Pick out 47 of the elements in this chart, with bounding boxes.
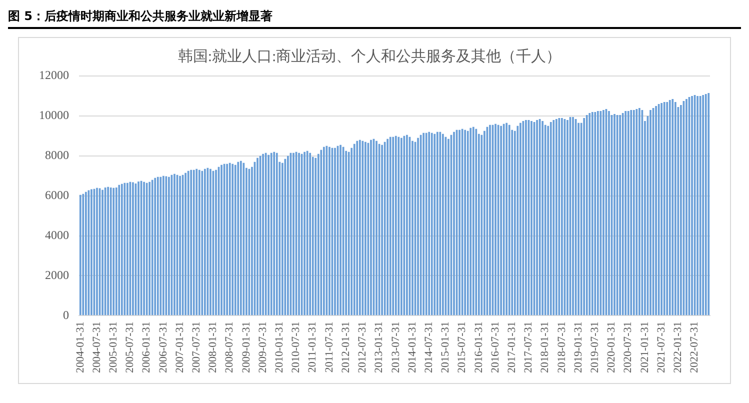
x-tick-label: 2010-01-31 bbox=[274, 322, 286, 373]
x-tick-label: 2009-07-31 bbox=[256, 322, 269, 373]
x-tick-label: 2016-01-31 bbox=[472, 322, 485, 373]
y-tick-label: 4000 bbox=[45, 228, 69, 242]
x-tick-label: 2010-07-31 bbox=[290, 322, 302, 373]
y-tick-label: 10000 bbox=[39, 108, 69, 122]
x-tick-label: 2004-07-31 bbox=[90, 322, 103, 373]
x-tick-label: 2020-01-31 bbox=[606, 322, 618, 373]
x-tick-label: 2017-07-31 bbox=[522, 322, 535, 373]
x-tick-label: 2019-01-31 bbox=[572, 322, 584, 373]
x-tick-label: 2019-07-31 bbox=[589, 322, 602, 373]
x-tick-label: 2012-07-31 bbox=[356, 322, 369, 373]
x-tick-label: 2018-07-31 bbox=[556, 322, 568, 373]
y-tick-label: 2000 bbox=[45, 268, 69, 282]
x-tick-label: 2013-01-31 bbox=[373, 322, 386, 373]
x-tick-label: 2005-01-31 bbox=[107, 322, 120, 373]
x-tick-label: 2007-07-31 bbox=[190, 322, 203, 373]
x-tick-label: 2005-07-31 bbox=[124, 322, 136, 373]
x-tick-label: 2020-07-31 bbox=[622, 322, 634, 373]
x-tick-label: 2006-01-31 bbox=[140, 322, 153, 373]
y-tick-label: 6000 bbox=[45, 188, 69, 202]
x-tick-label: 2021-01-31 bbox=[638, 322, 651, 373]
x-tick-label: 2016-07-31 bbox=[489, 322, 502, 373]
x-tick-label: 2009-01-31 bbox=[240, 322, 252, 373]
x-tick-label: 2007-01-31 bbox=[174, 322, 186, 373]
x-tick-label: 2011-07-31 bbox=[323, 322, 336, 373]
x-tick-label: 2004-01-31 bbox=[74, 322, 86, 373]
y-tick-label: 0 bbox=[63, 308, 69, 322]
x-tick-label: 2008-01-31 bbox=[207, 322, 220, 373]
x-tick-label: 2006-07-31 bbox=[157, 322, 170, 373]
x-tick-label: 2021-07-31 bbox=[655, 322, 668, 373]
x-tick-label: 2012-01-31 bbox=[340, 322, 352, 373]
x-tick-label: 2017-01-31 bbox=[506, 322, 518, 373]
x-tick-label: 2011-01-31 bbox=[306, 322, 319, 373]
x-tick-label: 2022-01-31 bbox=[672, 322, 684, 373]
x-tick-label: 2022-07-31 bbox=[688, 322, 701, 373]
x-tick-label: 2008-07-31 bbox=[224, 322, 236, 373]
x-tick-label: 2015-07-31 bbox=[456, 322, 468, 373]
y-tick-label: 12000 bbox=[39, 68, 69, 82]
x-tick-label: 2014-07-31 bbox=[422, 322, 435, 373]
x-tick-label: 2013-07-31 bbox=[390, 322, 402, 373]
y-tick-label: 8000 bbox=[45, 148, 69, 162]
chart-title: 韩国:就业人口:商业活动、个人和公共服务及其他（千人） bbox=[178, 48, 562, 65]
x-tick-label: 2015-01-31 bbox=[440, 322, 452, 373]
x-tick-label: 2018-01-31 bbox=[539, 322, 552, 373]
x-tick-label: 2014-01-31 bbox=[406, 322, 418, 373]
caption: 图 5：后疫情时期商业和公共服务业就业新增显著 bbox=[8, 8, 741, 29]
